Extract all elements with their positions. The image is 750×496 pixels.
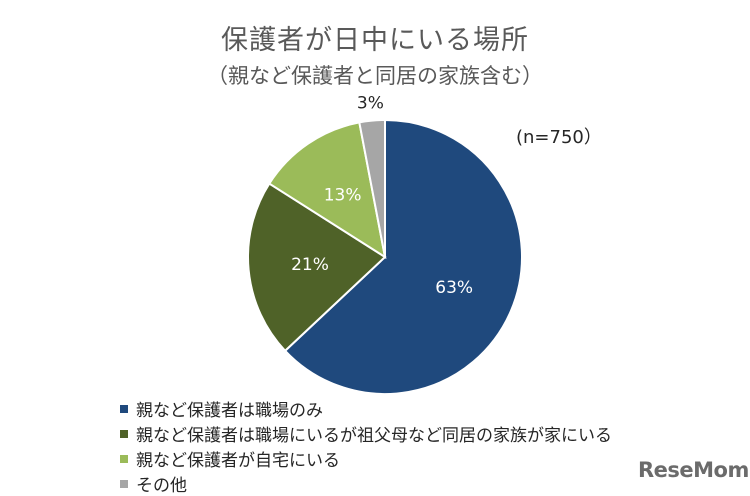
legend-swatch [120,479,128,488]
sample-size-note: (n=750） [516,127,602,148]
legend-swatch [120,429,128,438]
legend: 親など保護者は職場のみ 親など保護者は職場にいるが祖父母など同居の家族が家にいる… [120,396,612,496]
slice-value-label: 13% [324,186,362,206]
slice-value-label: 63% [435,278,473,298]
legend-label: その他 [136,476,187,496]
chart-title: 保護者が日中にいる場所 [221,25,529,56]
legend-item: 親など保護者は職場のみ [120,396,612,421]
slice-value-label: 3% [357,94,384,114]
slice-value-label: 21% [291,255,329,275]
pie-slice [247,182,387,353]
pie-slice [283,118,523,395]
legend-label: 親など保護者は職場にいるが祖父母など同居の家族が家にいる [136,426,612,446]
legend-label: 親など保護者が自宅にいる [136,451,340,471]
legend-item: 親など保護者が自宅にいる [120,446,612,471]
legend-item: 親など保護者は職場にいるが祖父母など同居の家族が家にいる [120,421,612,446]
legend-label: 親など保護者は職場のみ [136,401,323,421]
legend-item: その他 [120,471,612,496]
resemom-logo: ReseMom [638,458,749,482]
pie-slice [267,121,387,260]
chart-subtitle: （親など保護者と同居の家族含む） [207,64,543,88]
pie-slice [358,118,386,258]
legend-swatch [120,454,128,463]
legend-swatch [120,404,128,413]
